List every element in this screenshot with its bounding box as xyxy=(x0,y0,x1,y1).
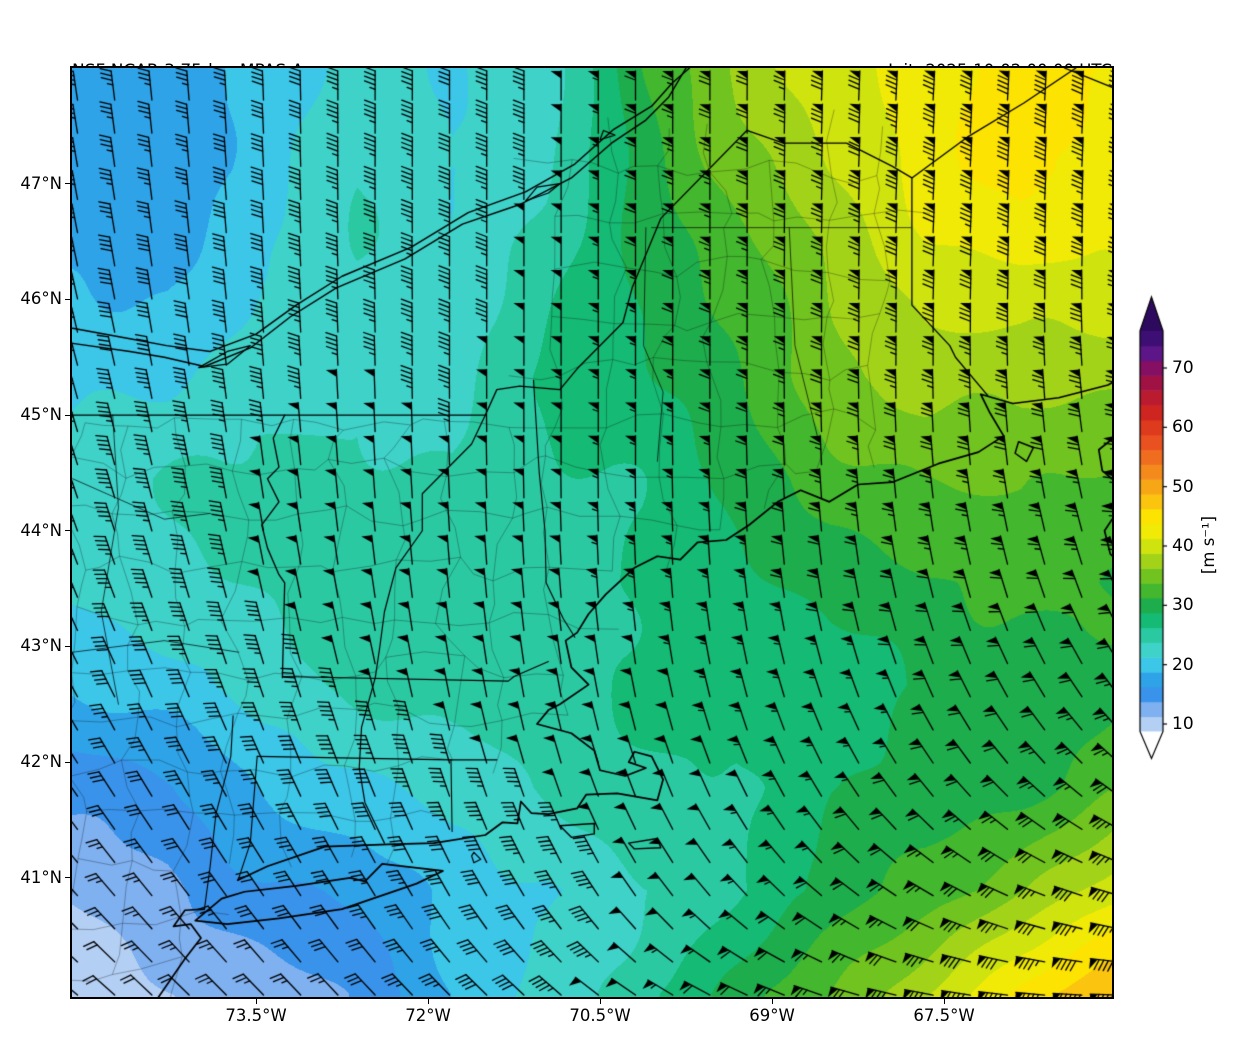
y-tick-label: 46°N xyxy=(20,289,62,309)
y-tick-label: 47°N xyxy=(20,173,62,193)
colorbar-tick-label: 70 xyxy=(1172,358,1194,378)
y-tick-mark xyxy=(65,877,70,879)
wind-map-canvas xyxy=(72,68,1112,997)
x-tick-mark xyxy=(943,999,945,1004)
x-tick-mark xyxy=(771,999,773,1004)
colorbar-tick-label: 50 xyxy=(1172,476,1194,497)
y-tick-mark xyxy=(65,645,70,647)
x-tick-label: 72°W xyxy=(405,1006,451,1025)
y-tick-label: 45°N xyxy=(20,405,62,425)
y-tick-mark xyxy=(65,183,70,185)
x-tick-mark xyxy=(427,999,429,1004)
colorbar-tick-label: 20 xyxy=(1172,654,1194,675)
y-tick-mark xyxy=(65,414,70,416)
colorbar-tick-label: 30 xyxy=(1172,595,1194,616)
y-tick-label: 42°N xyxy=(20,752,62,772)
x-tick-label: 70.5°W xyxy=(569,1006,631,1025)
x-tick-mark xyxy=(599,999,601,1004)
colorbar-unit-label: [m s⁻¹] xyxy=(1199,515,1218,575)
x-tick-label: 69°W xyxy=(749,1006,795,1025)
colorbar-tick-label: 10 xyxy=(1172,714,1194,734)
x-tick-mark xyxy=(255,999,257,1004)
y-tick-label: 44°N xyxy=(20,520,62,540)
x-tick-label: 73.5°W xyxy=(225,1006,287,1025)
y-tick-mark xyxy=(65,530,70,532)
y-tick-mark xyxy=(65,298,70,300)
y-tick-label: 43°N xyxy=(20,636,62,656)
colorbar xyxy=(1136,293,1168,768)
colorbar-tick-label: 60 xyxy=(1172,417,1194,438)
y-tick-label: 41°N xyxy=(20,867,62,887)
map-axes-frame xyxy=(70,66,1114,999)
x-tick-label: 67.5°W xyxy=(913,1006,975,1025)
y-tick-mark xyxy=(65,761,70,763)
colorbar-tick-label: 40 xyxy=(1172,536,1194,556)
